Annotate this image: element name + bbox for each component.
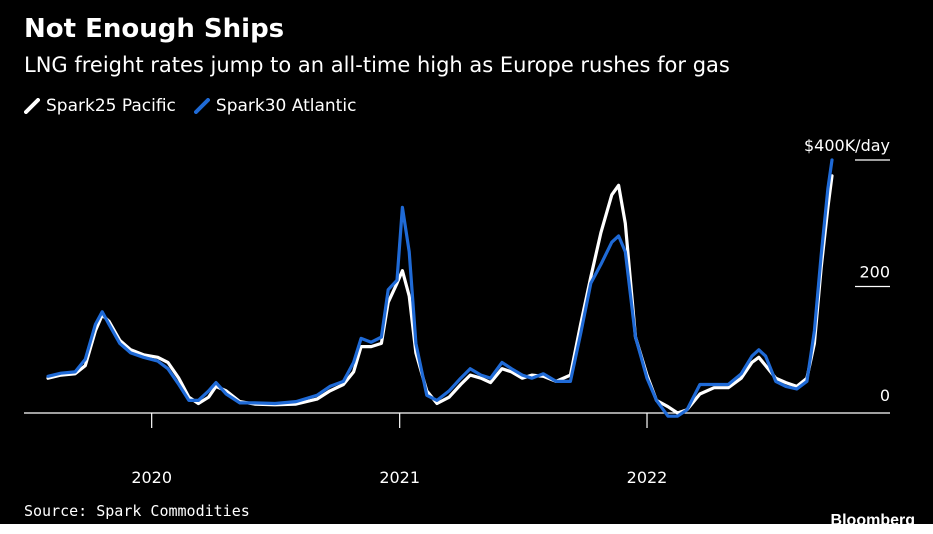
series-line-pacific (46, 174, 834, 415)
y-tick-label-1: 200 (859, 263, 890, 282)
chart-subtitle: LNG freight rates jump to an all-time hi… (24, 53, 730, 77)
legend-swatch-pacific-icon (24, 98, 40, 114)
y-tick-label-0: 0 (880, 386, 890, 405)
legend-item-pacific: Spark25 Pacific (24, 96, 176, 116)
series-line-atlantic (46, 158, 834, 418)
x-tick-label-2: 2022 (627, 468, 668, 487)
chart-title: Not Enough Ships (24, 14, 285, 44)
x-tick-label-0: 2020 (131, 468, 172, 487)
legend: Spark25 Pacific Spark30 Atlantic (24, 96, 374, 116)
x-tick-label-1: 2021 (379, 468, 420, 487)
legend-label-atlantic: Spark30 Atlantic (215, 96, 357, 116)
legend-item-atlantic: Spark30 Atlantic (193, 96, 357, 116)
bottom-border (0, 524, 933, 534)
source-note: Source: Spark Commodities (24, 502, 250, 520)
legend-swatch-atlantic-icon (193, 98, 210, 114)
y-tick-label-2: $400K/day (804, 136, 890, 155)
legend-label-pacific: Spark25 Pacific (46, 96, 176, 116)
